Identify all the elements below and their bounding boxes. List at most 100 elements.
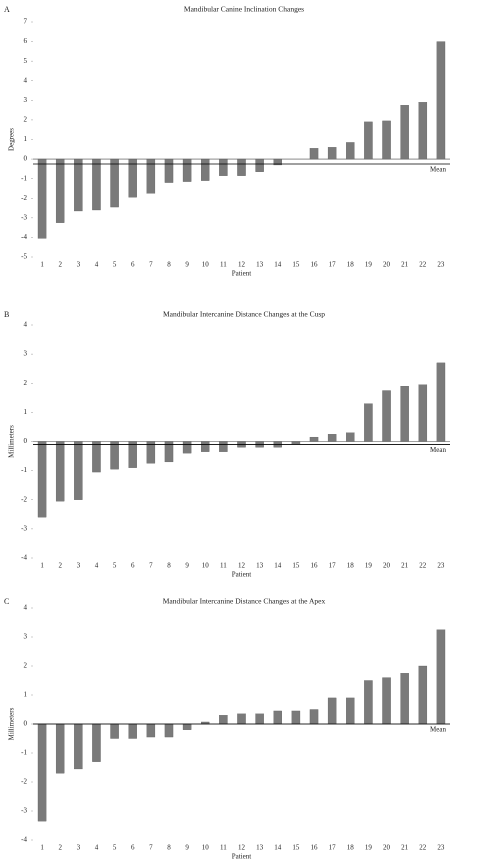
x-tick-label: 23 [437, 844, 445, 852]
x-tick-label: 13 [256, 844, 264, 852]
bar [219, 715, 228, 725]
bar [146, 723, 156, 738]
y-tick-label: -1 [21, 466, 27, 474]
x-tick-label: 3 [77, 844, 81, 852]
bar [436, 629, 446, 725]
bar [74, 441, 83, 500]
bar [128, 158, 137, 198]
bar [219, 158, 228, 176]
x-tick-label: 7 [149, 844, 153, 852]
chart-title: Mandibular Canine Inclination Changes [184, 5, 304, 14]
bar [110, 441, 119, 470]
x-axis-label: Patient [232, 270, 251, 278]
mean-label: Mean [430, 446, 446, 454]
x-tick-label: 16 [311, 562, 319, 570]
y-tick-label: 7 [24, 18, 28, 26]
y-tick-label: 1 [24, 691, 28, 699]
y-tick-label: 0 [24, 720, 28, 728]
x-tick-label: 4 [95, 562, 99, 570]
bar [364, 121, 373, 160]
y-tick-label: 0 [24, 155, 28, 163]
x-tick-label: 8 [167, 261, 171, 269]
x-tick-label: 3 [77, 261, 81, 269]
x-tick-label: 20 [383, 562, 391, 570]
x-tick-label: 13 [256, 261, 264, 269]
bar [273, 710, 282, 725]
y-axis-label: Degrees [8, 128, 16, 151]
x-tick-label: 15 [292, 261, 300, 269]
bar [400, 105, 409, 160]
x-tick-label: 20 [383, 261, 391, 269]
bar [364, 680, 373, 725]
x-tick-label: 20 [383, 844, 391, 852]
y-tick-label: -3 [21, 213, 27, 221]
chart-title: Mandibular Intercanine Distance Changes … [163, 310, 325, 319]
y-axis-label: Millimeters [8, 425, 16, 458]
y-tick-label: 2 [24, 116, 28, 124]
bar [92, 158, 101, 211]
x-tick-label: 2 [58, 844, 62, 852]
bar [255, 713, 264, 725]
bar [418, 665, 428, 725]
x-tick-label: 8 [167, 844, 171, 852]
x-tick-label: 21 [401, 261, 409, 269]
bar [327, 697, 337, 725]
x-tick-label: 5 [113, 562, 117, 570]
y-tick-label: -1 [21, 174, 27, 182]
y-tick-label: 1 [24, 135, 28, 143]
bar [273, 158, 282, 166]
panel-label: C [4, 597, 9, 606]
x-tick-label: 12 [238, 261, 246, 269]
x-tick-label: 14 [274, 844, 282, 852]
bar [327, 434, 337, 442]
bar [418, 102, 428, 160]
bar [110, 158, 119, 208]
x-tick-label: 23 [437, 261, 445, 269]
x-tick-label: 17 [329, 844, 337, 852]
bar [146, 441, 156, 464]
x-axis-label: Patient [232, 853, 251, 861]
y-tick-label: 1 [24, 408, 28, 416]
x-tick-label: 18 [347, 844, 355, 852]
bar [436, 362, 446, 442]
bar [400, 673, 409, 725]
y-tick-label: 2 [24, 379, 28, 387]
x-tick-label: 6 [131, 844, 135, 852]
x-tick-label: 9 [185, 562, 189, 570]
x-tick-label: 5 [113, 261, 117, 269]
bar [201, 158, 210, 181]
bar [255, 158, 264, 172]
bar [201, 441, 210, 452]
y-tick-label: -2 [21, 778, 27, 786]
y-tick-label: 4 [24, 76, 28, 84]
x-tick-label: 6 [131, 261, 135, 269]
x-tick-label: 4 [95, 261, 99, 269]
y-tick-label: 5 [24, 57, 28, 65]
x-tick-label: 22 [419, 844, 427, 852]
x-tick-label: 3 [77, 562, 81, 570]
bar [37, 158, 47, 239]
bar [309, 436, 319, 442]
bar [110, 723, 119, 739]
y-tick-label: 3 [24, 633, 28, 641]
bar [327, 147, 337, 160]
bar [128, 441, 137, 468]
bar [37, 441, 47, 518]
x-tick-label: 2 [58, 261, 62, 269]
x-tick-label: 4 [95, 844, 99, 852]
bar [309, 148, 319, 160]
x-tick-label: 10 [202, 261, 210, 269]
x-axis-label: Patient [232, 571, 251, 579]
x-tick-label: 19 [365, 261, 373, 269]
x-tick-label: 17 [329, 562, 337, 570]
y-tick-label: 3 [24, 350, 28, 358]
y-tick-label: 3 [24, 96, 28, 104]
x-tick-label: 5 [113, 844, 117, 852]
bar [382, 677, 391, 725]
bar [382, 120, 391, 160]
y-tick-label: -5 [21, 253, 27, 261]
x-tick-label: 14 [274, 562, 282, 570]
bar [92, 723, 101, 762]
y-tick-label: -4 [21, 836, 27, 844]
